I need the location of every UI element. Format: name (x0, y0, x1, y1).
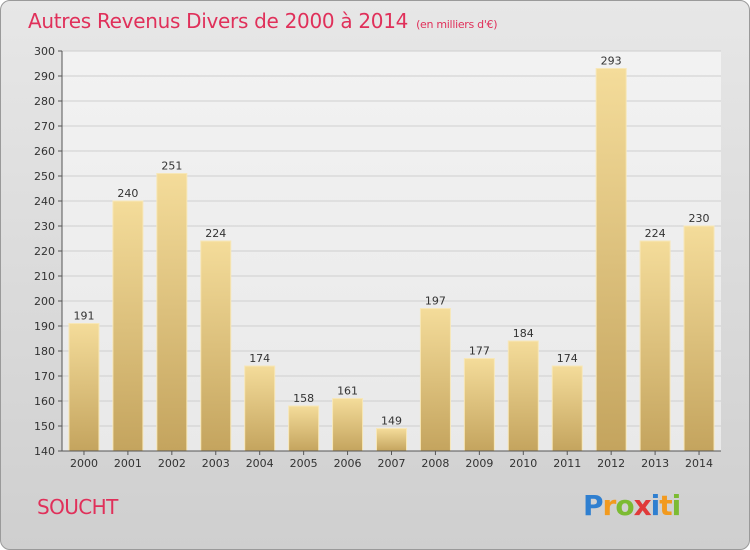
logo-letter: o (615, 489, 634, 522)
x-axis: 2000 2001 2002 2003 2004 2005 2006 2007 2008 2009… (62, 450, 721, 470)
logo-letter: i (671, 489, 682, 522)
bar-2006 (332, 398, 364, 452)
bar-2013 (639, 240, 671, 452)
x-tick-label-2000: 2000 (70, 457, 98, 470)
y-tick-label: 200 (34, 295, 55, 308)
bars: 191 240 251 224 174 158 161 149 197 177 184 174 293 2… (68, 55, 715, 452)
data-label-2000: 191 (73, 310, 94, 323)
data-label-2005: 158 (293, 392, 314, 405)
data-label-2001: 240 (117, 187, 138, 200)
logo-letter: r (602, 489, 617, 522)
data-label-2003: 224 (205, 227, 226, 240)
y-tick-label: 190 (34, 320, 55, 333)
y-tick-label: 290 (34, 70, 55, 83)
bar-2007 (376, 428, 407, 452)
data-label-2014: 230 (689, 212, 710, 225)
bar-2011 (551, 365, 583, 452)
y-tick-label: 180 (34, 345, 55, 358)
chart-subtitle: (en milliers d'€) (416, 18, 498, 31)
proxiti-logo[interactable]: Proxiti (583, 489, 682, 522)
chart-title: Autres Revenus Divers de 2000 à 2014 (en … (28, 9, 498, 33)
data-label-2006: 161 (337, 385, 358, 398)
logo-letter: t (659, 489, 672, 522)
bar-2010 (507, 340, 539, 452)
x-tick-label-2014: 2014 (685, 457, 713, 470)
y-tick-label: 170 (34, 370, 55, 383)
data-label-2002: 251 (161, 160, 182, 173)
y-tick-label: 250 (34, 170, 55, 183)
data-label-2010: 184 (513, 327, 534, 340)
y-tick-label: 160 (34, 395, 55, 408)
bar-2003 (200, 240, 232, 452)
x-tick-label-2003: 2003 (202, 457, 230, 470)
logo-letter: i (650, 489, 661, 522)
logo-letter: P (583, 489, 604, 522)
x-tick-label-2002: 2002 (158, 457, 186, 470)
bar-2008 (419, 308, 451, 452)
y-tick-label: 210 (34, 270, 55, 283)
bar-2005 (288, 405, 320, 452)
y-tick-label: 220 (34, 245, 55, 258)
x-tick-label-2004: 2004 (246, 457, 274, 470)
x-tick-label-2009: 2009 (465, 457, 493, 470)
bar-2009 (463, 358, 495, 452)
x-tick-label-2005: 2005 (290, 457, 318, 470)
x-tick-label-2008: 2008 (421, 457, 449, 470)
y-tick-label: 270 (34, 120, 55, 133)
bar-2012 (595, 68, 627, 452)
y-tick-label: 260 (34, 145, 55, 158)
data-label-2007: 149 (381, 415, 402, 428)
bar-2001 (112, 200, 144, 452)
data-label-2012: 293 (601, 55, 622, 68)
x-tick-label-2012: 2012 (597, 457, 625, 470)
y-axis: 140 150 160 170 180 190 200 210 220 230 240 250 260 2… (34, 45, 63, 458)
place-name: SOUCHT (37, 495, 118, 519)
bar-2014 (683, 225, 715, 452)
bar-2004 (244, 365, 276, 452)
data-label-2013: 224 (645, 227, 666, 240)
data-label-2008: 197 (425, 295, 446, 308)
x-tick-label-2010: 2010 (509, 457, 537, 470)
chart-title-text: Autres Revenus Divers de 2000 à 2014 (28, 9, 409, 33)
logo-letter: x (633, 489, 652, 522)
data-label-2011: 174 (557, 352, 578, 365)
y-tick-label: 300 (34, 45, 55, 58)
x-tick-label-2013: 2013 (641, 457, 669, 470)
x-tick-label-2011: 2011 (553, 457, 581, 470)
y-tick-label: 240 (34, 195, 55, 208)
x-tick-label-2001: 2001 (114, 457, 142, 470)
data-label-2004: 174 (249, 352, 270, 365)
y-tick-label: 230 (34, 220, 55, 233)
y-tick-label: 140 (34, 445, 55, 458)
bar-2000 (68, 323, 100, 452)
x-tick-label-2007: 2007 (378, 457, 406, 470)
y-tick-label: 280 (34, 95, 55, 108)
bar-2002 (156, 173, 188, 452)
data-label-2009: 177 (469, 345, 490, 358)
y-tick-label: 150 (34, 420, 55, 433)
x-tick-label-2006: 2006 (334, 457, 362, 470)
